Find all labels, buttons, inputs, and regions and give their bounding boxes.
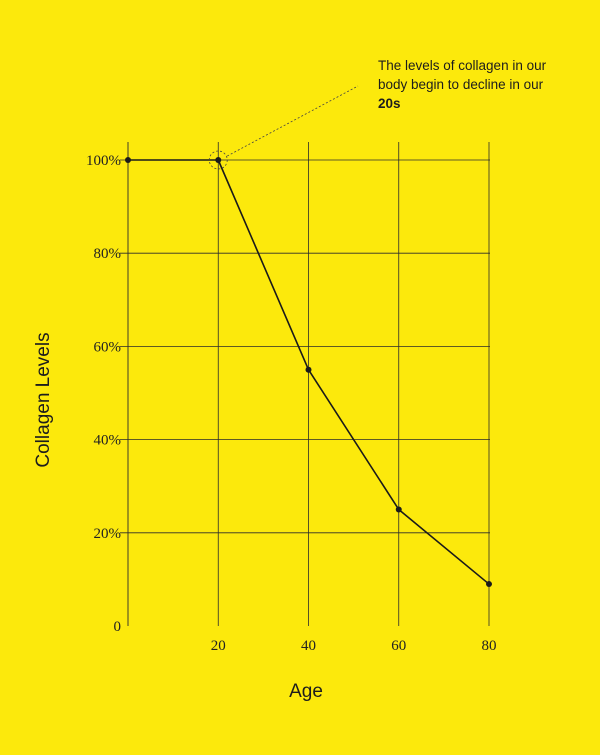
data-point-80 <box>486 581 492 588</box>
x-tick-label-40: 40 <box>301 638 316 654</box>
annotation-note: The levels of collagen in our body begin… <box>378 56 568 113</box>
x-tick-label-20: 20 <box>211 638 226 654</box>
y-tick-label-40: 40% <box>94 433 122 449</box>
data-point-0 <box>125 157 131 163</box>
annotation-text: The levels of collagen in our body begin… <box>378 58 547 92</box>
y-tick-label-0: 0 <box>114 619 122 635</box>
annotation-leader-line <box>227 85 359 157</box>
y-tick-label-100: 100% <box>86 153 121 169</box>
highlight-circle <box>208 150 228 170</box>
data-point-40 <box>305 366 312 373</box>
x-tick-label-60: 60 <box>391 638 406 654</box>
data-point-20 <box>215 157 222 163</box>
annotation-emphasis: 20s <box>378 96 401 111</box>
x-axis-label: Age <box>289 681 323 702</box>
y-tick-label-20: 20% <box>94 526 122 542</box>
y-tick-label-80: 80% <box>94 246 122 262</box>
y-axis-label: Collagen Levels <box>33 332 54 468</box>
y-tick-label-60: 60% <box>94 339 122 355</box>
data-point-60 <box>395 506 402 513</box>
x-tick-label-80: 80 <box>482 638 497 654</box>
